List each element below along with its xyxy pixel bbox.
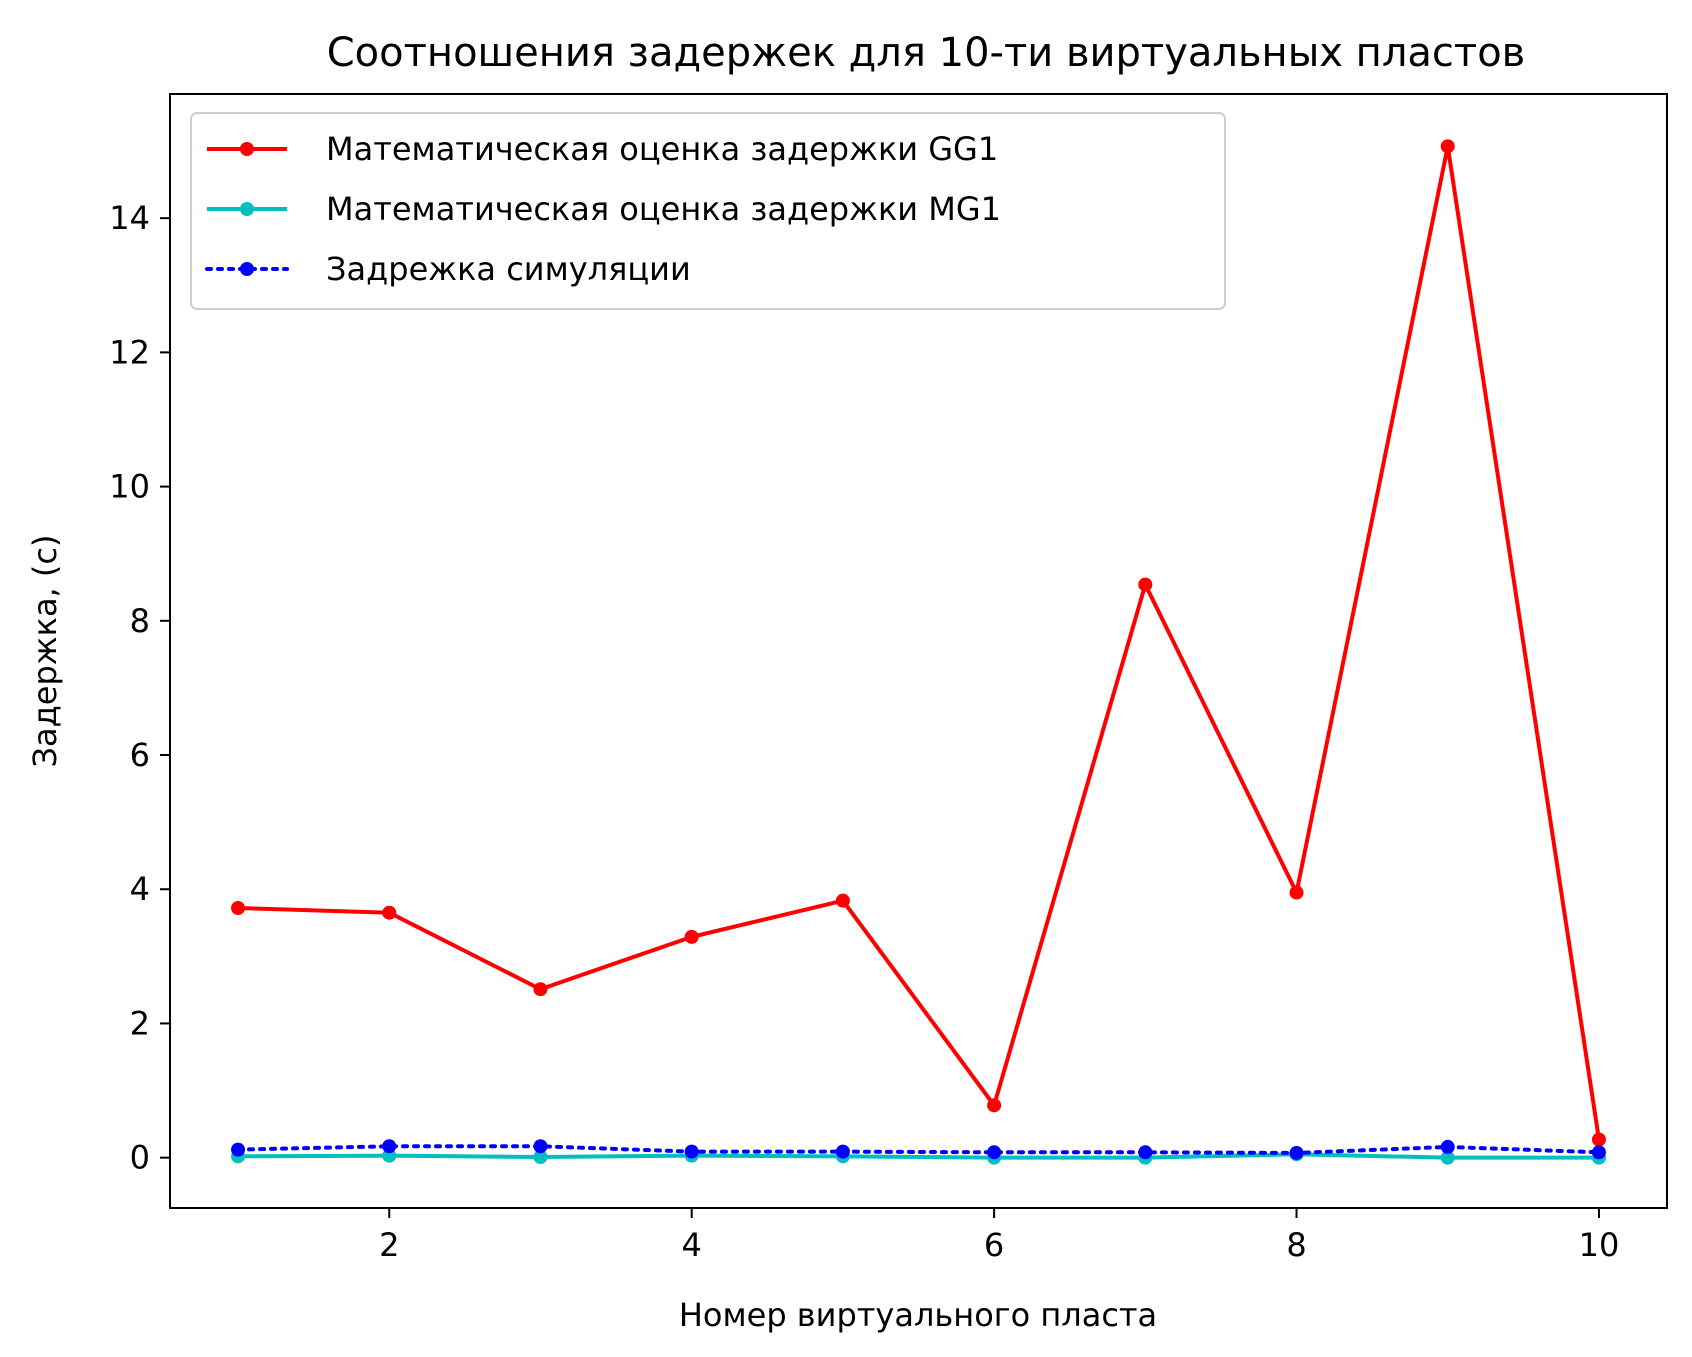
data-point <box>1289 885 1304 900</box>
y-tick-label: 8 <box>130 602 150 640</box>
data-point <box>231 901 246 916</box>
x-axis-label: Номер виртуального пласта <box>679 1296 1157 1334</box>
series-2 <box>231 1147 1606 1165</box>
data-point <box>1440 1150 1455 1165</box>
legend-box <box>190 112 1226 310</box>
plot-area <box>231 139 1606 1165</box>
x-tick-label: 10 <box>1579 1226 1620 1264</box>
legend-item: Математическая оценка задержки MG1 <box>207 190 1001 228</box>
series-line <box>236 1152 1601 1160</box>
plot-frame <box>169 93 1668 1209</box>
data-point <box>684 1144 699 1159</box>
data-point <box>987 1145 1002 1160</box>
data-point <box>382 905 397 920</box>
data-point <box>533 1149 548 1164</box>
data-point <box>1138 577 1153 592</box>
series-3 <box>231 1139 1606 1160</box>
y-tick-label: 12 <box>109 333 150 371</box>
series-1 <box>231 139 1606 1147</box>
x-axis: 2 4 6 8 10 <box>379 1208 1619 1264</box>
y-tick-label: 2 <box>130 1004 150 1042</box>
y-tick-label: 4 <box>130 870 150 908</box>
legend-label: Задрежка симуляции <box>326 250 691 288</box>
data-point <box>533 982 548 997</box>
data-point <box>382 1139 397 1154</box>
y-axis: 0 2 4 6 8 10 12 14 <box>109 199 170 1177</box>
series-line <box>236 1144 1601 1155</box>
legend-marker <box>240 202 254 216</box>
data-point <box>1440 139 1455 154</box>
y-tick-label: 0 <box>130 1139 150 1177</box>
data-point <box>1440 1139 1455 1154</box>
legend-label: Математическая оценка задержки MG1 <box>326 190 1001 228</box>
data-point <box>1138 1145 1153 1160</box>
data-point <box>231 1142 246 1157</box>
x-tick-label: 4 <box>682 1226 702 1264</box>
legend: Математическая оценка задержки GG1 Матема… <box>190 112 1226 310</box>
y-axis-label: Задержка, (с) <box>26 535 64 768</box>
data-point <box>1591 1132 1606 1147</box>
legend-item: Математическая оценка задержки GG1 <box>207 130 998 168</box>
data-point <box>987 1098 1002 1113</box>
y-tick-label: 6 <box>130 736 150 774</box>
data-point <box>684 929 699 944</box>
legend-marker <box>240 262 254 276</box>
chart-title: Соотношения задержек для 10-ти виртуальн… <box>327 30 1526 76</box>
legend-label: Математическая оценка задержки GG1 <box>326 130 998 168</box>
x-tick-label: 2 <box>379 1226 399 1264</box>
series-line <box>235 144 1602 1142</box>
x-tick-label: 6 <box>984 1226 1004 1264</box>
data-point <box>835 1144 850 1159</box>
data-point <box>1289 1145 1304 1160</box>
data-point <box>835 893 850 908</box>
y-tick-label: 14 <box>109 199 150 237</box>
legend-marker <box>240 142 254 156</box>
x-tick-label: 8 <box>1286 1226 1306 1264</box>
data-point <box>1591 1145 1606 1160</box>
data-point <box>533 1139 548 1154</box>
y-tick-label: 10 <box>109 468 150 506</box>
legend-item: Задрежка симуляции <box>205 250 691 288</box>
